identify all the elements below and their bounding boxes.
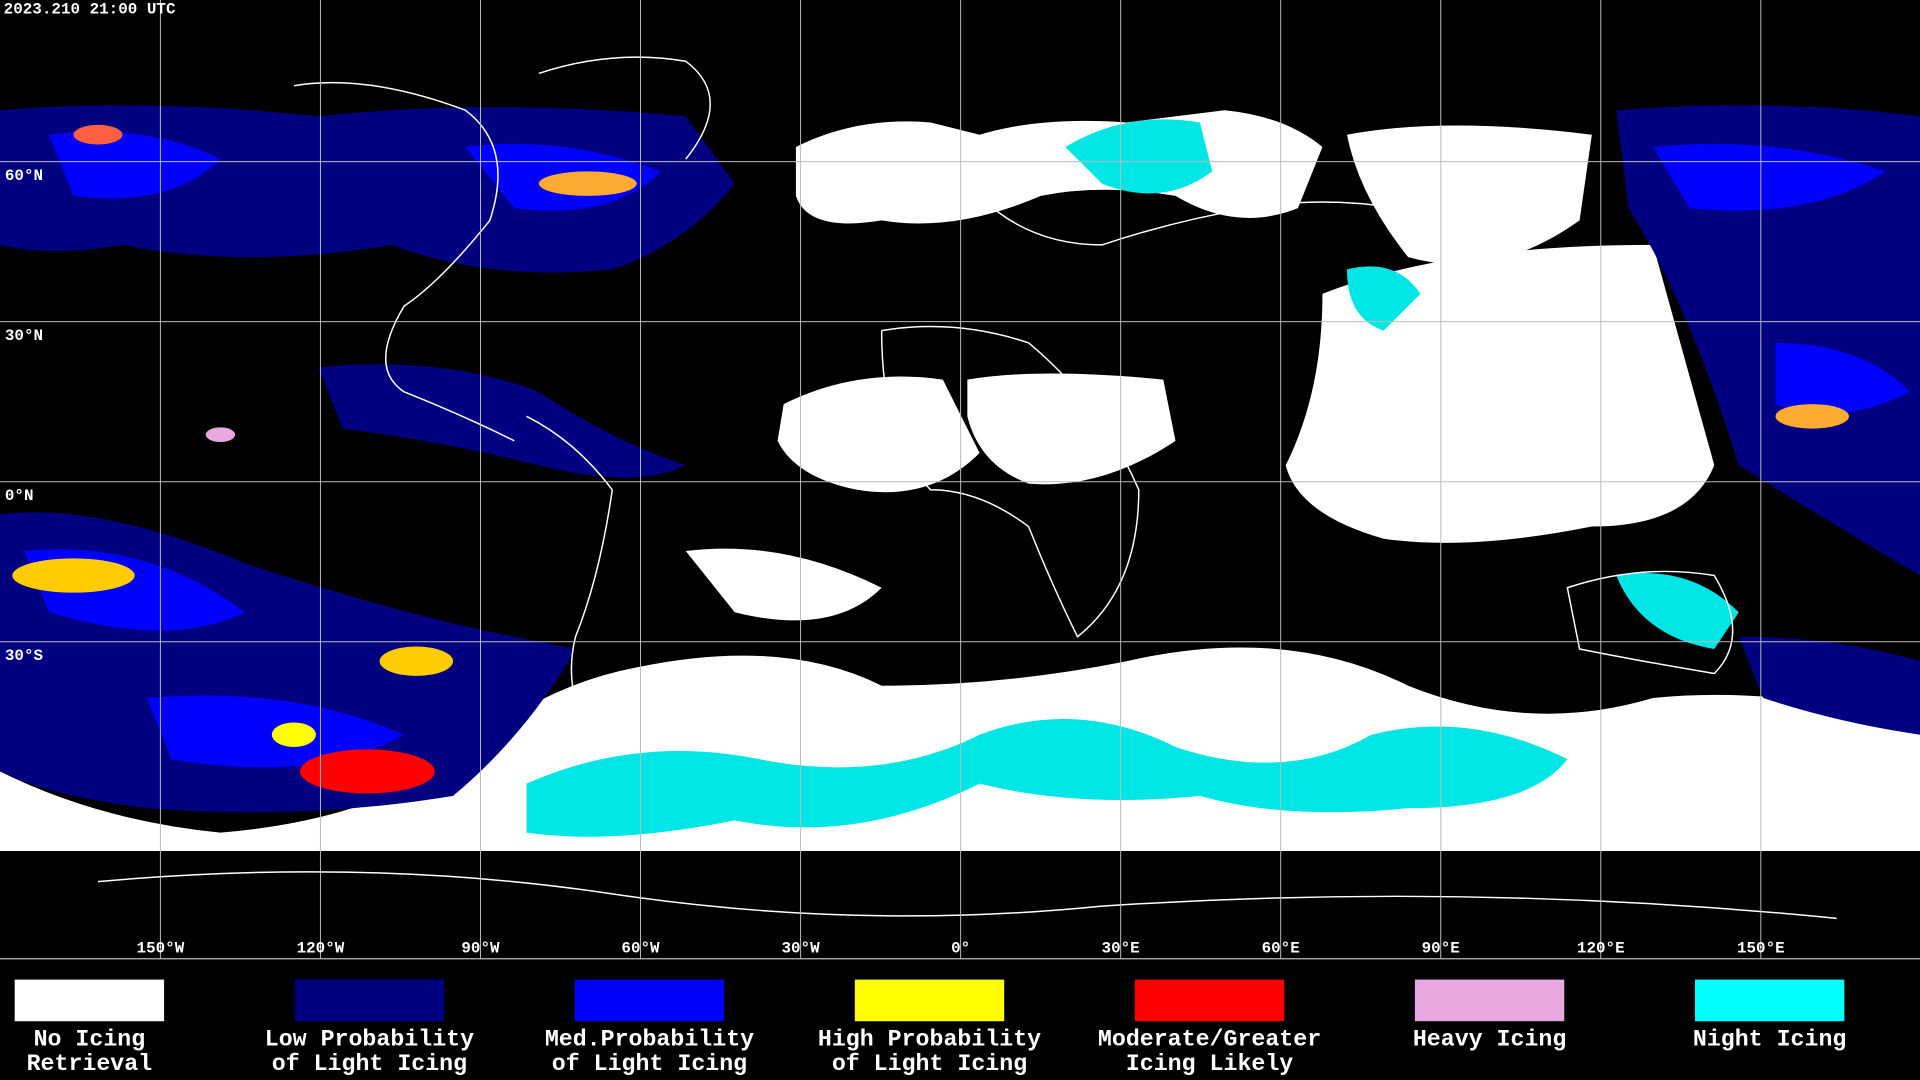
legend-label: Icing Likely: [1126, 1051, 1293, 1077]
longitude-label: 90°E: [1422, 940, 1460, 958]
legend-swatch: [1134, 979, 1285, 1022]
legend-label: Med.Probability: [545, 1027, 754, 1053]
legend-label: of Light Icing: [272, 1051, 467, 1077]
coastlines: [97, 56, 1837, 920]
latitude-label: 60°N: [5, 167, 43, 185]
latitude-label: 0°N: [5, 487, 34, 505]
legend-swatch: [14, 979, 165, 1022]
latitude-label: 30°S: [5, 647, 44, 665]
longitude-label: 150°W: [137, 940, 185, 958]
legend-label: of Light Icing: [832, 1051, 1027, 1077]
longitude-label: 150°E: [1737, 940, 1785, 958]
legend-label: of Light Icing: [552, 1051, 747, 1077]
legend-label: Retrieval: [27, 1051, 153, 1077]
legend-label: No Icing: [34, 1027, 146, 1053]
longitude-label: 60°W: [621, 940, 660, 958]
longitude-label: 30°E: [1102, 940, 1140, 958]
legend-label: Low Probability: [265, 1027, 474, 1053]
legend-swatch: [1414, 979, 1565, 1022]
longitude-label: 60°E: [1262, 940, 1300, 958]
legend-swatch: [1694, 979, 1845, 1022]
longitude-label: 30°W: [781, 940, 820, 958]
legend-swatch: [294, 979, 445, 1022]
legend-label: Moderate/Greater: [1098, 1027, 1321, 1053]
longitude-label: 90°W: [461, 940, 500, 958]
legend-swatch: [854, 979, 1005, 1022]
longitude-label: 0°: [951, 940, 970, 958]
timestamp: 2023.210 21:00 UTC: [4, 0, 176, 18]
legend-label: High Probability: [818, 1027, 1041, 1053]
longitude-label: 120°W: [297, 940, 345, 958]
longitude-label: 120°E: [1577, 940, 1625, 958]
legend-label: Night Icing: [1693, 1027, 1846, 1053]
legend-label: Heavy Icing: [1413, 1027, 1566, 1053]
legend-swatch: [574, 979, 725, 1022]
graticule: 150°W 120°W 90°W 60°W 30°W 0° 30°E 60°E 90°E 120°…: [0, 0, 1920, 960]
latitude-label: 30°N: [5, 327, 43, 345]
